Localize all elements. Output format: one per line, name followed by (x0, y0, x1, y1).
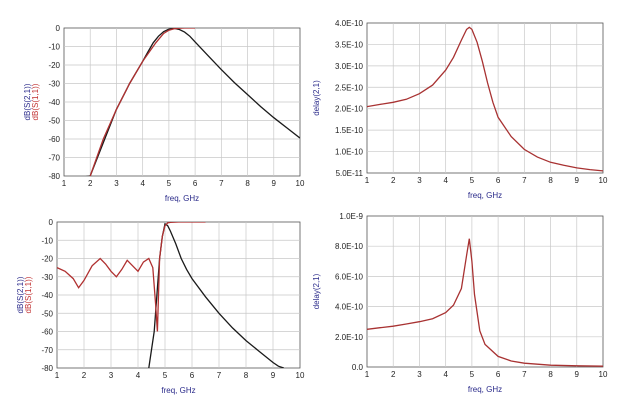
x-tick-label: 10 (296, 179, 305, 188)
x-tick-label: 4 (443, 370, 448, 379)
y-tick-label: -40 (41, 291, 53, 300)
chart-panel-delay-bottom: 1 2 3 4 5 6 7 8 9 10 1.0E-9 8.0E-10 6.0E-10 4.0E-10 2.… (312, 212, 608, 394)
x-tick-label: 6 (193, 179, 198, 188)
x-tick-label: 1 (55, 371, 60, 380)
x-tick-label: 5 (167, 179, 172, 188)
x-tick-label: 7 (217, 371, 222, 380)
y-tick-label: 0 (56, 24, 61, 33)
x-tick-label: 3 (417, 370, 422, 379)
x-tick-label: 7 (219, 179, 224, 188)
y-tick-label: 2.0E-10 (335, 105, 364, 114)
x-tick-label: 5 (163, 371, 168, 380)
x-tick-label: 8 (245, 179, 250, 188)
plot-area (366, 215, 604, 368)
y-tick-label: 0.0 (352, 363, 364, 372)
y-tick-label: -70 (48, 154, 60, 163)
y-tick-label: 6.0E-10 (335, 272, 364, 281)
y-tick-label: 3.5E-10 (335, 40, 364, 49)
x-tick-label: 9 (575, 370, 580, 379)
y-axis-label: dB(S(2,1))dB(S(1,1)) (23, 83, 40, 120)
y-axis-label: delay(2,1) (312, 80, 321, 116)
y-axis-label-line: dB(S(1,1)) (24, 276, 33, 313)
y-tick-label: -50 (41, 309, 53, 318)
x-tick-label: 2 (391, 176, 396, 185)
x-tick-label: 8 (548, 370, 553, 379)
y-tick-label: -50 (48, 117, 60, 126)
y-axis-label-line: delay(2,1) (312, 273, 321, 309)
series-line-delay-2-1- (367, 238, 603, 367)
chart-panel-s-params-bottom: 1 2 3 4 5 6 7 8 9 10 0 -10 -20 -30 -40 -50 -60 -70 -80 freq… (16, 218, 305, 395)
x-tick-label: 8 (548, 176, 553, 185)
y-tick-label: -80 (48, 172, 60, 181)
x-tick-label: 4 (140, 179, 145, 188)
y-tick-label: 4.0E-10 (335, 19, 364, 28)
x-axis-label: freq, GHz (165, 194, 199, 203)
x-axis-label: freq, GHz (161, 386, 195, 395)
x-tick-label: 4 (136, 371, 141, 380)
y-axis-label-line: dB(S(2,1)) (16, 276, 25, 313)
x-tick-label: 6 (496, 370, 501, 379)
x-tick-label: 4 (443, 176, 448, 185)
x-tick-label: 5 (470, 370, 475, 379)
y-tick-label: 8.0E-10 (335, 242, 364, 251)
y-tick-label: 1.0E-10 (335, 148, 364, 157)
series-line-db-s-1-1- (89, 28, 196, 176)
y-tick-label: -20 (48, 61, 60, 70)
x-tick-label: 1 (365, 176, 370, 185)
y-tick-label: -40 (48, 98, 60, 107)
y-tick-label: -10 (41, 236, 53, 245)
y-tick-label: -80 (41, 364, 53, 373)
y-axis-label-line: dB(S(2,1)) (23, 83, 32, 120)
y-tick-label: 4.0E-10 (335, 303, 364, 312)
x-tick-label: 3 (417, 176, 422, 185)
x-tick-label: 3 (114, 179, 119, 188)
x-axis-label: freq, GHz (468, 385, 502, 394)
x-tick-label: 6 (190, 371, 195, 380)
y-tick-label: -20 (41, 255, 53, 264)
x-tick-label: 7 (522, 370, 527, 379)
x-axis-label: freq, GHz (468, 191, 502, 200)
y-tick-label: -30 (41, 273, 53, 282)
x-tick-label: 10 (599, 370, 608, 379)
y-axis-label-line: delay(2,1) (312, 80, 321, 116)
x-tick-label: 3 (109, 371, 114, 380)
x-tick-label: 5 (470, 176, 475, 185)
x-tick-label: 10 (599, 176, 608, 185)
y-tick-label: -70 (41, 346, 53, 355)
x-tick-label: 7 (522, 176, 527, 185)
y-axis-label: delay(2,1) (312, 273, 321, 309)
series-line-db-s-1-1- (57, 222, 206, 332)
y-tick-label: 2.5E-10 (335, 83, 364, 92)
plot-area (366, 22, 604, 174)
chart-panel-delay-top: 1 2 3 4 5 6 7 8 9 10 4.0E-10 3.5E-10 3.0E-10 2.5E-10 2… (312, 19, 608, 200)
y-tick-label: -10 (48, 43, 60, 52)
y-tick-label: -60 (41, 328, 53, 337)
y-tick-label: 2.0E-10 (335, 333, 364, 342)
y-tick-label: 3.0E-10 (335, 62, 364, 71)
y-tick-label: 1.0E-9 (339, 212, 363, 221)
x-tick-label: 2 (391, 370, 396, 379)
x-tick-label: 9 (575, 176, 580, 185)
x-tick-label: 9 (272, 179, 277, 188)
y-tick-label: -60 (48, 135, 60, 144)
y-axis-label-line: dB(S(1,1)) (31, 83, 40, 120)
x-tick-label: 2 (88, 179, 93, 188)
y-tick-label: -30 (48, 80, 60, 89)
y-tick-label: 1.5E-10 (335, 126, 364, 135)
x-tick-label: 10 (296, 371, 305, 380)
y-tick-label: 0 (49, 218, 54, 227)
x-tick-label: 1 (365, 370, 370, 379)
x-tick-label: 1 (62, 179, 67, 188)
x-tick-label: 9 (271, 371, 276, 380)
x-tick-label: 6 (496, 176, 501, 185)
y-axis-label: dB(S(2,1))dB(S(1,1)) (16, 276, 33, 313)
chart-panel-s-params-top: 1 2 3 4 5 6 7 8 9 10 0 -10 -20 -30 -40 -50 -60 -70 -80 freq… (23, 24, 305, 203)
x-tick-label: 8 (244, 371, 249, 380)
x-tick-label: 2 (82, 371, 87, 380)
y-tick-label: 5.0E-11 (336, 169, 364, 178)
series-line-delay-2-1- (367, 26, 603, 172)
